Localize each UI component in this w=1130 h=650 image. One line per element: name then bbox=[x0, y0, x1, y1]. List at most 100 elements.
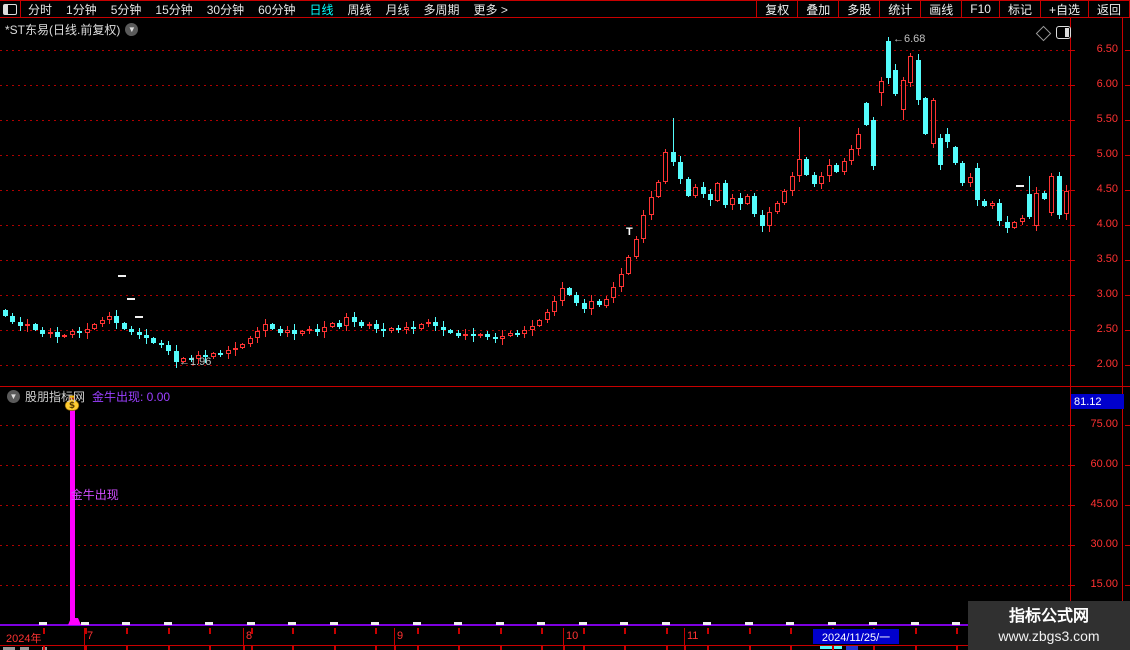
candlestick bbox=[292, 330, 298, 335]
zero-value-dash bbox=[122, 622, 130, 625]
candlestick bbox=[937, 138, 943, 166]
axis-tick bbox=[1125, 295, 1130, 296]
clipped-text-fragment bbox=[3, 647, 15, 650]
candlestick bbox=[811, 174, 817, 185]
candlestick bbox=[262, 324, 268, 332]
candlestick bbox=[344, 317, 350, 327]
axis-tick bbox=[1125, 584, 1130, 586]
panel-divider bbox=[0, 386, 1130, 387]
layout-icon-cell[interactable] bbox=[0, 1, 21, 17]
tool-menu-item[interactable]: +自选 bbox=[1039, 1, 1088, 17]
high-annotation: ←6.68 bbox=[893, 33, 926, 45]
candlestick bbox=[433, 321, 439, 327]
price-gridline bbox=[0, 260, 1070, 261]
candlestick bbox=[403, 326, 409, 330]
month-label: 8 bbox=[246, 630, 253, 642]
candlestick bbox=[166, 345, 172, 351]
period-menu-item[interactable]: 30分钟 bbox=[206, 2, 245, 17]
axis-tick bbox=[1125, 330, 1130, 331]
candlestick bbox=[492, 337, 498, 340]
candlestick bbox=[633, 239, 639, 257]
chevron-down-icon[interactable]: ▼ bbox=[7, 390, 20, 403]
candlestick bbox=[477, 334, 483, 337]
tool-menu-item[interactable]: 画线 bbox=[920, 1, 961, 17]
chart-title-row: *ST东易(日线.前复权) ▼ bbox=[5, 21, 139, 38]
candlestick bbox=[359, 321, 365, 327]
candlestick bbox=[589, 300, 595, 309]
period-menu-item[interactable]: 60分钟 bbox=[258, 2, 296, 17]
time-tick bbox=[563, 646, 565, 650]
period-menu-item[interactable]: 日线 bbox=[309, 2, 334, 17]
tool-menu-item[interactable]: 多股 bbox=[838, 1, 879, 17]
price-gridline bbox=[0, 225, 1070, 226]
period-menu-item[interactable]: 更多 > bbox=[473, 2, 508, 17]
candlestick bbox=[685, 178, 691, 196]
candlestick bbox=[129, 328, 135, 333]
axis-tick bbox=[1125, 504, 1130, 506]
candlestick bbox=[670, 151, 676, 162]
tool-menu-item[interactable]: 返回 bbox=[1087, 1, 1130, 17]
zero-value-dash bbox=[371, 622, 379, 625]
candlestick bbox=[136, 332, 142, 335]
candlestick bbox=[336, 323, 342, 327]
zero-value-dash bbox=[39, 622, 47, 625]
candlestick bbox=[871, 120, 877, 166]
time-tick bbox=[873, 646, 875, 650]
candlestick bbox=[1064, 190, 1070, 215]
candlestick-chart: ←6.68 ←1.96 T bbox=[0, 18, 1070, 386]
zero-value-dash bbox=[454, 622, 462, 625]
indicator-axis-label: 30.00 bbox=[1090, 537, 1118, 550]
candlestick bbox=[975, 168, 980, 201]
indicator-gridline bbox=[0, 464, 1070, 466]
candlestick bbox=[270, 324, 276, 329]
zero-value-dash bbox=[952, 622, 960, 625]
candlestick bbox=[455, 332, 461, 336]
candlestick bbox=[218, 353, 224, 356]
price-gridline bbox=[0, 120, 1070, 121]
period-menu-item[interactable]: 5分钟 bbox=[110, 2, 142, 17]
zero-value-dash bbox=[495, 622, 504, 625]
tool-menu-item[interactable]: 统计 bbox=[879, 1, 920, 17]
candlestick bbox=[1049, 176, 1055, 214]
period-menu-item[interactable]: 1分钟 bbox=[66, 2, 97, 17]
time-tick bbox=[707, 646, 709, 650]
top-menu-bar: 分时 1分钟 5分钟 15分钟 30分钟 60分钟 日线 周线 月线 多周期 更多 > 复权 叠加 多股… bbox=[0, 0, 1130, 18]
candlestick bbox=[848, 149, 854, 161]
time-tick bbox=[333, 628, 336, 634]
candlestick bbox=[463, 333, 468, 336]
candlestick bbox=[945, 134, 951, 143]
candlestick bbox=[559, 288, 565, 301]
axis-tick bbox=[1070, 50, 1075, 51]
candlestick bbox=[700, 186, 706, 195]
period-menu-item[interactable]: 分时 bbox=[28, 2, 53, 17]
period-menu-item[interactable]: 周线 bbox=[347, 2, 372, 17]
axis-tick bbox=[1125, 464, 1130, 466]
candlestick bbox=[856, 134, 862, 150]
candlestick bbox=[307, 328, 313, 332]
axis-tick bbox=[1070, 544, 1075, 546]
watermark-url: www.zbgs3.com bbox=[998, 627, 1100, 644]
pane-toggle-icon[interactable] bbox=[1056, 26, 1071, 39]
tool-menu-item[interactable]: 叠加 bbox=[797, 1, 838, 17]
price-axis-label: 4.50 bbox=[1096, 183, 1118, 195]
candlestick bbox=[752, 195, 758, 215]
candlestick bbox=[425, 321, 431, 325]
chevron-down-icon[interactable]: ▼ bbox=[125, 23, 139, 36]
price-axis-label: 5.50 bbox=[1096, 113, 1118, 125]
clipped-text-fragment bbox=[820, 646, 842, 649]
time-tick bbox=[416, 646, 419, 650]
candlestick bbox=[351, 317, 357, 322]
axis-tick bbox=[1125, 225, 1130, 226]
tool-menu-item[interactable]: 标记 bbox=[998, 1, 1040, 17]
time-tick bbox=[126, 646, 128, 650]
candlestick bbox=[730, 198, 736, 206]
period-menu-item[interactable]: 多周期 bbox=[423, 2, 460, 17]
tool-menu-item[interactable]: F10 bbox=[961, 1, 999, 17]
tool-menu-item[interactable]: 复权 bbox=[756, 1, 797, 17]
candlestick bbox=[923, 98, 929, 134]
price-axis-label: 6.00 bbox=[1096, 78, 1118, 90]
price-axis-label: 6.50 bbox=[1096, 43, 1118, 55]
time-tick bbox=[209, 646, 211, 650]
period-menu-item[interactable]: 15分钟 bbox=[155, 2, 193, 17]
period-menu-item[interactable]: 月线 bbox=[385, 2, 410, 17]
